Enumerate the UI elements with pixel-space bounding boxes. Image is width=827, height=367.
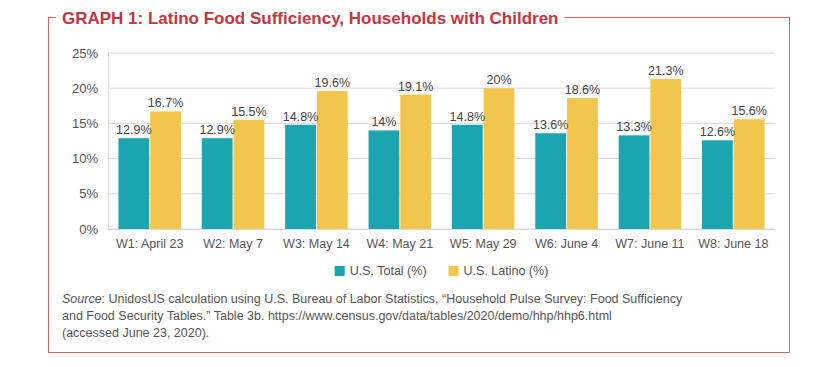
title-group: GRAPH 1: Latino Food Sufficiency, Househ… xyxy=(56,8,564,30)
data-label: 13.6% xyxy=(533,118,568,132)
y-tick: 0% xyxy=(79,222,108,237)
grid xyxy=(108,53,775,229)
x-tick: W3: May 14 xyxy=(283,229,350,251)
bar xyxy=(650,79,681,229)
y-tick: 5% xyxy=(79,186,108,201)
data-label: 16.7% xyxy=(148,96,183,110)
x-tick-label: W4: May 21 xyxy=(366,237,433,251)
bar xyxy=(734,119,765,229)
y-tick: 25% xyxy=(72,46,108,61)
data-label: 12.9% xyxy=(116,123,151,137)
data-label: 15.6% xyxy=(731,104,766,118)
y-tick-label: 10% xyxy=(72,151,98,166)
data-label: 19.1% xyxy=(398,80,433,94)
y-tick: 15% xyxy=(72,116,108,131)
bar xyxy=(234,120,265,229)
y-tick-label: 0% xyxy=(79,222,98,237)
data-labels: 12.9% 12.9% 14.8% 14% 14.8% 13.6% 13.3% 12.6% 16… xyxy=(116,64,767,139)
data-label: 12.6% xyxy=(700,125,735,139)
y-tick-label: 25% xyxy=(72,46,98,61)
bar xyxy=(202,138,233,229)
legend-item: U.S. Total (%) xyxy=(335,264,427,278)
x-tick: W1: April 23 xyxy=(116,229,183,251)
y-tick-label: 15% xyxy=(72,116,98,131)
data-label: 18.6% xyxy=(565,83,600,97)
x-tick: W7: June 11 xyxy=(615,229,684,251)
x-tick: W8: June 18 xyxy=(698,229,768,251)
y-axis: 0% 5% 10% 15% 20% 25% xyxy=(72,46,109,237)
legend-item: U.S. Latino (%) xyxy=(449,264,549,278)
legend-label: U.S. Total (%) xyxy=(350,264,427,278)
bar xyxy=(285,125,316,229)
source-line: Source: UnidosUS calculation using U.S. … xyxy=(62,292,683,306)
data-label: 20% xyxy=(487,73,512,87)
legend: U.S. Total (%) U.S. Latino (%) xyxy=(335,264,549,278)
bar xyxy=(369,130,400,229)
y-tick: 20% xyxy=(72,81,108,96)
data-label: 21.3% xyxy=(648,64,683,78)
bar xyxy=(702,140,733,229)
data-label: 12.9% xyxy=(199,123,234,137)
x-axis: W1: April 23 W2: May 7 W3: May 14 W4: May 2… xyxy=(109,229,776,251)
title-background xyxy=(56,8,564,30)
bar xyxy=(452,125,483,229)
x-tick: W2: May 7 xyxy=(203,229,263,251)
bar xyxy=(535,133,566,229)
legend-swatch xyxy=(335,266,345,276)
bars xyxy=(118,79,764,229)
frame xyxy=(49,18,790,353)
source-line: and Food Security Tables.” Table 3b. htt… xyxy=(62,309,612,323)
source: Source: UnidosUS calculation using U.S. … xyxy=(62,292,683,340)
data-label: 14.8% xyxy=(450,110,485,124)
x-tick-label: W1: April 23 xyxy=(116,237,183,251)
data-label: 14% xyxy=(371,115,396,129)
x-tick-label: W8: June 18 xyxy=(698,237,768,251)
legend-label: U.S. Latino (%) xyxy=(464,264,549,278)
data-label: 19.6% xyxy=(315,76,350,90)
bar xyxy=(150,111,181,229)
bar xyxy=(484,88,515,229)
x-axis-line xyxy=(109,229,776,230)
bar xyxy=(567,98,598,229)
data-label: 15.5% xyxy=(231,105,266,119)
bar xyxy=(317,91,348,229)
y-tick-label: 20% xyxy=(72,81,98,96)
x-tick: W6: June 4 xyxy=(535,229,598,251)
x-tick-label: W6: June 4 xyxy=(535,237,598,251)
data-label: 13.3% xyxy=(616,120,651,134)
y-axis-line xyxy=(108,54,109,230)
y-tick: 10% xyxy=(72,151,108,166)
legend-swatch xyxy=(449,266,459,276)
x-tick-label: W3: May 14 xyxy=(283,237,350,251)
title: GRAPH 1: Latino Food Sufficiency, Househ… xyxy=(62,9,558,28)
chart: GRAPH 1: Latino Food Sufficiency, Househ… xyxy=(0,0,827,367)
x-tick: W5: May 29 xyxy=(450,229,517,251)
y-tick-label: 5% xyxy=(79,186,98,201)
bar xyxy=(118,138,149,229)
x-tick-label: W7: June 11 xyxy=(615,237,684,251)
source-line: (accessed June 23, 2020). xyxy=(62,326,209,340)
data-label: 14.8% xyxy=(283,110,318,124)
bar xyxy=(619,135,650,229)
grid-line xyxy=(108,53,775,54)
x-tick: W4: May 21 xyxy=(366,229,433,251)
bar xyxy=(400,95,431,229)
x-tick-label: W5: May 29 xyxy=(450,237,517,251)
x-tick-label: W2: May 7 xyxy=(203,237,263,251)
